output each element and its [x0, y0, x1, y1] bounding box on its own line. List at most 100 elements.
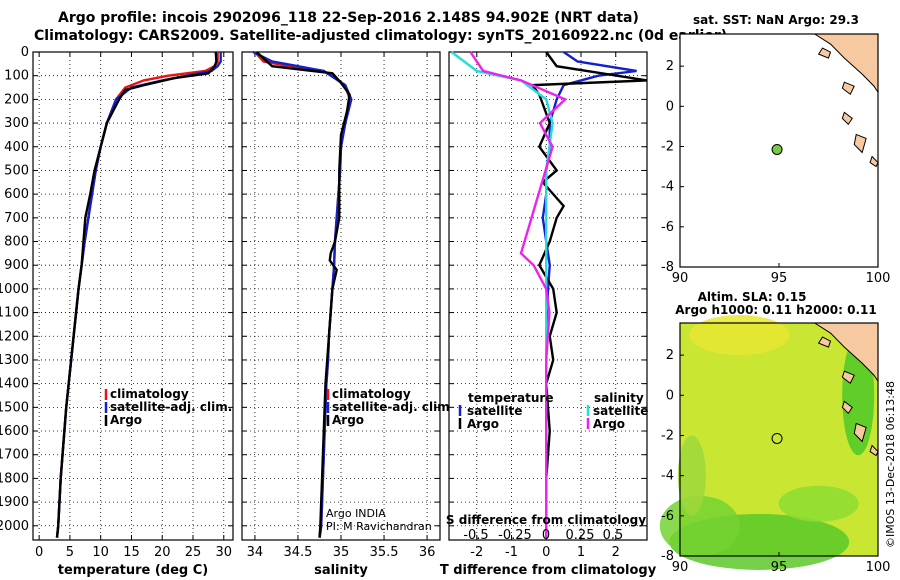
x-tick-label: 35: [333, 545, 350, 560]
x-tick-label: 36: [419, 545, 436, 560]
island: [817, 47, 832, 59]
map-x-tick-label: 100: [866, 271, 891, 286]
island: [869, 444, 879, 457]
series-line-argo: [55, 51, 218, 538]
map-y-tick-label: 0: [666, 99, 674, 114]
sla-anomaly-patch: [677, 435, 706, 516]
island: [853, 133, 867, 154]
map-y-tick-label: -2: [661, 428, 674, 443]
x-axis-label: temperature (deg C): [58, 563, 208, 578]
y-tick-label: 1900: [0, 495, 29, 510]
map-y-tick-label: 2: [666, 348, 674, 363]
sla-anomaly-patch: [689, 315, 790, 356]
map-y-tick-label: -8: [661, 260, 674, 275]
sst-map-art: [680, 33, 879, 267]
chart-title-line1: Argo profile: incois 2902096_118 22-Sep-…: [58, 10, 639, 26]
island: [841, 111, 853, 126]
legend-label-climatology: climatology: [332, 387, 411, 401]
series-line-t-argo: [530, 51, 648, 538]
y-tick-label: 800: [4, 235, 29, 250]
x-tick-label: 34: [247, 545, 264, 560]
legend-label-s-argo: Argo: [593, 417, 625, 431]
map-y-tick-label: -8: [661, 549, 674, 564]
map-y-tick-label: -6: [661, 509, 674, 524]
s-tick-label: 0.5: [603, 528, 624, 543]
map-x-tick-label: 95: [771, 271, 788, 286]
s-tick-label: 0.25: [566, 528, 595, 543]
map-x-tick-label: 100: [866, 560, 891, 575]
map-x-tick-label: 90: [672, 271, 689, 286]
x-tick-label: 34.5: [283, 545, 312, 560]
map-y-tick-label: -4: [661, 180, 674, 195]
sla-anomaly-patch: [778, 485, 859, 522]
argo-float-marker: [771, 143, 783, 155]
credit-footer: ©IMOS 13-Dec-2018 06:13:48: [884, 381, 897, 548]
y-tick-label: 1000: [0, 282, 29, 297]
x-tick-label: 20: [154, 545, 171, 560]
legend-label-t-satellite: satellite: [467, 404, 522, 418]
sla-map-art: [659, 315, 879, 570]
y-tick-label: 200: [4, 92, 29, 107]
map-y-tick-label: -4: [661, 469, 674, 484]
island: [869, 155, 879, 168]
island: [841, 370, 855, 385]
y-tick-label: 600: [4, 187, 29, 202]
annotation-line: PI: M Ravichandran: [326, 520, 432, 533]
y-tick-label: 2000: [0, 519, 29, 534]
sla-map-title: Altim. SLA: 0.15: [698, 290, 807, 304]
s-tick-label: -0.25: [498, 528, 532, 543]
island: [841, 400, 853, 415]
legend-label-satellite: satellite-adj. clim.: [110, 400, 232, 414]
y-tick-label: 400: [4, 140, 29, 155]
island: [817, 336, 832, 348]
annotation-line: Argo INDIA: [326, 507, 386, 520]
map-x-tick-label: 95: [771, 560, 788, 575]
x-axis-label: salinity: [314, 563, 368, 578]
chart-title-line2: Climatology: CARS2009. Satellite-adjuste…: [34, 28, 728, 44]
y-tick-label: 500: [4, 163, 29, 178]
s-tick-label: 0: [542, 528, 550, 543]
y-tick-label: 0: [21, 45, 29, 60]
x-tick-label: -1: [505, 545, 518, 560]
x-tick-label: 35.5: [370, 545, 399, 560]
legend-label-t-argo: Argo: [467, 417, 499, 431]
y-tick-label: 700: [4, 211, 29, 226]
x-tick-label: 30: [215, 545, 232, 560]
y-tick-label: 100: [4, 69, 29, 84]
island: [853, 422, 867, 443]
y-tick-label: 1100: [0, 306, 29, 321]
x-tick-label: 1: [577, 545, 585, 560]
plot-frame: [32, 51, 234, 541]
legend-title-salinity: salinity: [594, 391, 644, 405]
legend-label-argo: Argo: [332, 413, 364, 427]
s-axis-label: S difference from climatology: [446, 513, 646, 527]
panel-temperature: 0 5 10 15 20 25 300100200300400500600700800900…: [0, 45, 234, 578]
legend-label-climatology: climatology: [110, 387, 189, 401]
island: [841, 81, 855, 96]
x-tick-label: 2: [612, 545, 620, 560]
y-tick-label: 1400: [0, 377, 29, 392]
x-axis-label: T difference from climatology: [440, 563, 657, 578]
legend-label-satellite: satellite-adj. clim.: [332, 400, 454, 414]
y-tick-label: 1800: [0, 471, 29, 486]
series-line-argo: [255, 51, 351, 538]
x-tick-label: 10: [92, 545, 109, 560]
legend-label-argo: Argo: [110, 413, 142, 427]
x-tick-label: 0: [35, 545, 43, 560]
s-tick-label: -0.5: [463, 528, 488, 543]
sst-map-panel: 90 95 100 2 0 -2 -4 -6 -8 sat. SST: NaN Argo: 29.…: [661, 13, 890, 286]
x-tick-label: 15: [123, 545, 140, 560]
map-y-tick-label: -6: [661, 220, 674, 235]
y-tick-label: 900: [4, 258, 29, 273]
x-tick-label: 0: [542, 545, 550, 560]
panel-differences: T difference from climatology temperature…: [440, 51, 657, 578]
x-tick-label: 5: [66, 545, 74, 560]
y-tick-label: 1500: [0, 400, 29, 415]
argo-float-marker: [771, 432, 783, 444]
legend-label-s-satellite: satellite: [593, 404, 648, 418]
y-tick-label: 1600: [0, 424, 29, 439]
sst-map-title: sat. SST: NaN Argo: 29.3: [693, 13, 859, 27]
map-y-tick-label: -2: [661, 139, 674, 154]
map-y-tick-label: 0: [666, 388, 674, 403]
